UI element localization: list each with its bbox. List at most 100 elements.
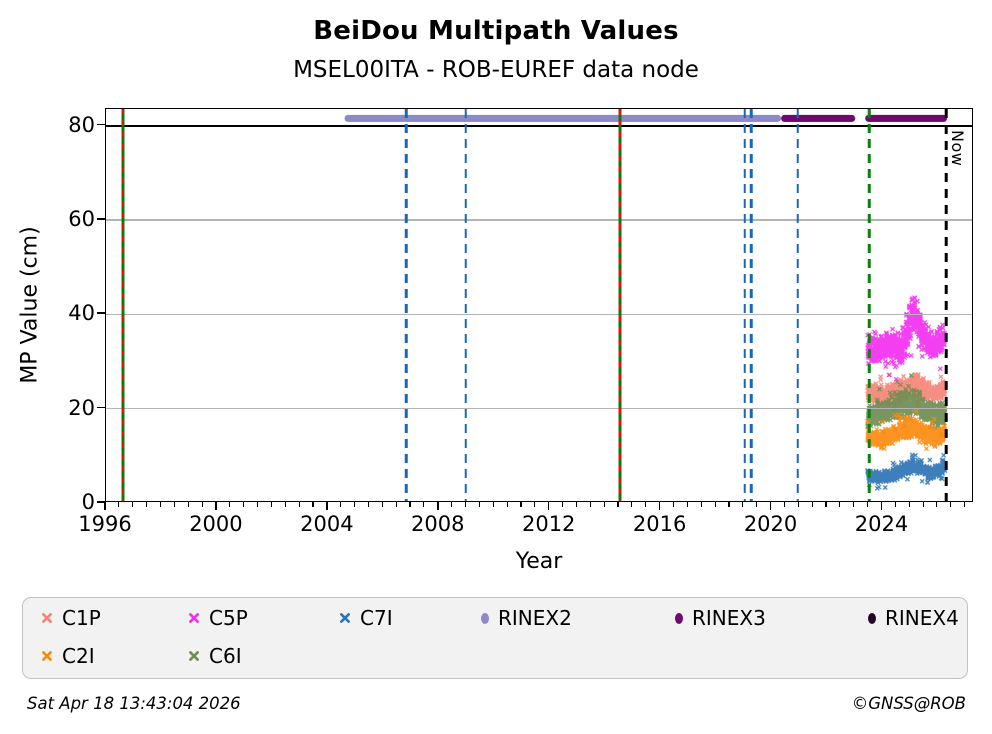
x-minor-tick [312,502,314,507]
legend-item-c6i[interactable]: C6I [188,644,242,668]
now-line-label: Now [948,130,967,167]
x-minor-tick [686,502,688,507]
hline-y80 [106,124,972,127]
x-minor-tick [631,502,633,507]
x-minor-tick [173,502,175,507]
x-major-tick-2020 [769,502,772,510]
event-line-red-dashes [618,109,622,501]
y-tick-80 [97,123,105,126]
y-tick-label-60: 60 [68,206,95,231]
scatter-canvas [106,109,972,501]
x-major-tick-2024 [880,502,883,510]
x-minor-tick [950,502,952,507]
x-minor-tick [797,502,799,507]
legend-item-c5p[interactable]: C5P [188,606,248,630]
x-tick-label-2004: 2004 [300,512,354,536]
x-minor-tick [853,502,855,507]
legend-item-rinex2[interactable]: RINEX2 [481,606,572,630]
plot-timestamp: Sat Apr 18 13:43:04 2026 [27,694,241,713]
x-major-tick-2004 [326,502,328,510]
legend-item-rinex4[interactable]: RINEX4 [868,606,959,630]
x-minor-tick [478,502,480,507]
x-minor-tick [575,502,577,507]
legend-label-c5p: C5P [209,606,248,630]
legend-label-c2i: C2I [62,644,95,668]
x-minor-tick [714,502,716,507]
c5p-x-marker-icon [189,613,199,623]
x-tick-label-2024: 2024 [854,512,909,536]
event-line-2019.26 [749,109,753,501]
x-minor-tick [867,502,869,507]
x-minor-tick [756,502,758,507]
x-minor-tick [201,502,203,507]
x-minor-tick [395,502,397,507]
y-tick-60 [97,218,105,220]
legend-item-c2i[interactable]: C2I [41,644,95,668]
y-tick-label-0: 0 [81,490,95,514]
x-minor-tick [146,502,148,507]
legend-item-rinex3[interactable]: RINEX3 [675,606,766,630]
legend-box: C1P C5P C7I RINEX2 RINEX3 RINEX4 C2I C6I [22,597,968,679]
event-line-2023.53 [868,109,871,501]
y-tick-label-80: 80 [68,112,95,137]
y-tick-label-40: 40 [68,301,95,326]
y-tick-20 [97,406,105,409]
legend-item-c7i[interactable]: C7I [339,606,393,630]
c7i-x-marker-icon [340,613,350,623]
copyright-credit: ©GNSS@ROB [851,694,966,713]
x-tick-label-2008: 2008 [411,512,465,536]
x-minor-tick [229,502,231,507]
x-tick-label-2016: 2016 [632,512,687,536]
x-minor-tick [381,502,383,507]
x-minor-tick [936,502,938,507]
x-minor-tick [464,502,467,507]
x-minor-tick [742,502,744,507]
x-minor-tick [118,502,120,507]
x-minor-tick [132,502,134,507]
event-line-2014.54 [618,109,622,501]
x-minor-tick [645,502,647,507]
chart-title: BeiDou Multipath Values [313,16,679,46]
x-minor-tick [603,502,605,507]
legend-item-c1p[interactable]: C1P [41,606,101,630]
x-minor-tick [562,502,564,507]
rinex3-dot-marker-icon [675,612,683,624]
x-tick-label-1996: 1996 [78,512,132,536]
x-tick-label-2012: 2012 [521,512,576,536]
x-major-tick-2000 [215,502,217,510]
y-tick-0 [97,501,105,503]
x-major-tick-2012 [547,502,550,510]
x-minor-tick [964,502,966,507]
x-minor-tick [451,502,453,507]
x-minor-tick [187,502,189,507]
x-minor-tick [894,502,896,507]
x-minor-tick [409,502,411,507]
x-minor-tick [783,502,785,507]
x-minor-tick [340,502,342,507]
rinex4-dot-marker-icon [868,612,876,624]
legend-label-rinex3: RINEX3 [692,606,766,630]
legend-label-rinex4: RINEX4 [885,606,959,630]
x-major-tick-1996 [104,502,106,510]
y-tick-label-20: 20 [68,395,95,420]
plot-area [105,108,973,502]
y-tick-40 [97,312,105,315]
event-line-2008.98 [464,109,468,501]
c6i-x-marker-icon [189,651,199,661]
chart-subtitle: MSEL00ITA - ROB-EUREF data node [293,57,699,83]
event-line-red-dashes [121,109,124,501]
gridline-y60 [106,219,972,221]
x-minor-tick [159,502,161,507]
x-major-tick-2016 [658,502,661,510]
x-tick-label-2000: 2000 [189,512,243,536]
x-minor-tick [298,502,300,507]
event-line-2019.04 [743,109,747,501]
x-minor-tick [256,502,259,507]
c1p-x-marker-icon [42,613,52,623]
x-minor-tick [270,502,272,507]
x-minor-tick [825,502,827,507]
rinex2-dot-marker-icon [481,612,489,624]
legend-label-c7i: C7I [360,606,393,630]
x-minor-tick [284,502,286,507]
x-minor-tick [506,502,508,507]
